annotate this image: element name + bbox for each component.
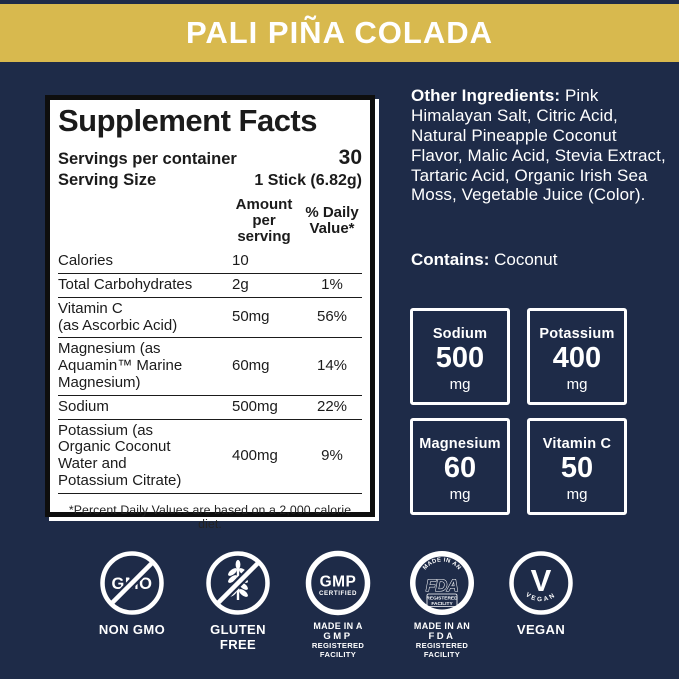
nutrient-box-value: 400: [552, 342, 602, 374]
nutrient-name: Sodium: [58, 397, 109, 415]
gmp-circle-text: GMP: [320, 574, 357, 591]
nutrient-box-unit: mg: [566, 375, 588, 393]
contains-text: Coconut: [489, 250, 558, 269]
nutrient-amount: 60mg: [232, 357, 270, 375]
badge-label: MADE IN AN FDA REGISTERED FACILITY: [413, 621, 471, 659]
nutrient-box-unit: mg: [449, 375, 471, 393]
certified-circle-text: CERTIFIED: [319, 590, 357, 597]
other-ingredients-text: Pink Himalayan Salt, Citric Acid, Natura…: [411, 86, 666, 205]
nutrient-box-unit: mg: [449, 485, 471, 503]
table-row-vitamin-c: Vitamin C (as Ascorbic Acid) 50mg 56%: [58, 298, 362, 339]
vegan-circle-v: V: [531, 563, 552, 598]
fda-circle-facility-text: FACILITY: [431, 601, 453, 607]
non-gmo-icon: GMO: [100, 551, 164, 615]
table-row-sodium: Sodium 500mg 22%: [58, 396, 362, 420]
servings-value: 30: [338, 145, 362, 169]
nutrient-name: Potassium (as Organic Coconut Water and …: [58, 421, 182, 489]
nutrient-dv: 56%: [316, 308, 348, 326]
dv-column-header: % Daily Value*: [305, 203, 359, 237]
facts-title: Supplement Facts: [58, 103, 318, 138]
serving-size-value: 1 Stick (6.82g): [254, 172, 362, 190]
nutrient-amount: 2g: [232, 276, 249, 294]
nutrient-box-potassium: Potassium 400 mg: [527, 308, 627, 405]
table-row-potassium: Potassium (as Organic Coconut Water and …: [58, 420, 362, 494]
badge-non-gmo: GMO NON GMO: [80, 549, 184, 638]
badge-label-line: MADE IN AN: [413, 621, 471, 631]
nutrient-callout-grid: Sodium 500 mg Potassium 400 mg Magnesium…: [410, 308, 627, 515]
gluten-free-wheat-icon: [206, 551, 270, 615]
servings-label: Servings per container: [58, 149, 237, 168]
nutrient-amount: 500mg: [232, 397, 278, 415]
contains-label: Contains:: [411, 250, 490, 269]
flavor-title: PALI PIÑA COLADA: [185, 15, 494, 50]
nutrient-amount: 400mg: [232, 446, 278, 464]
badge-gmp-certified: GMP CERTIFIED MADE IN A GMP REGISTERED F…: [286, 549, 390, 659]
daily-value-footnote: *Percent Daily Values are based on a 2,0…: [68, 502, 352, 531]
nutrient-box-value: 50: [560, 452, 594, 484]
nutrient-box-name: Potassium: [539, 326, 615, 342]
serving-size-label: Serving Size: [58, 171, 157, 190]
badge-label: VEGAN: [516, 622, 566, 637]
badge-label-line: REGISTERED FACILITY: [311, 641, 365, 659]
badge-label: GLUTEN FREE: [210, 622, 266, 652]
badge-label-line: GMP: [323, 630, 353, 642]
nutrient-box-name: Vitamin C: [542, 436, 612, 452]
svg-text:VEGAN: VEGAN: [524, 591, 558, 603]
nutrient-box-magnesium: Magnesium 60 mg: [410, 418, 510, 515]
nutrient-box-name: Magnesium: [419, 436, 501, 452]
nutrient-name: Calories: [58, 252, 114, 270]
badge-label-line: REGISTERED FACILITY: [415, 641, 469, 659]
nutrient-dv: 14%: [316, 357, 348, 375]
nutrient-box-name: Sodium: [432, 326, 488, 342]
supplement-facts-panel: Supplement Facts Servings per container …: [45, 95, 375, 531]
badge-fda-registered: MADE IN AN FDA REGISTERED FACILITY MADE …: [390, 549, 494, 659]
fda-registered-icon: MADE IN AN FDA REGISTERED FACILITY: [410, 551, 474, 615]
other-ingredients-label: Other Ingredients:: [411, 86, 561, 105]
fda-circle-mid-text: FDA: [426, 577, 458, 595]
nutrient-name: Total Carbohydrates: [58, 276, 193, 294]
nutrient-dv: 9%: [321, 446, 343, 464]
badge-gluten-free: GLUTEN FREE: [186, 549, 290, 652]
nutrient-box-value: 60: [443, 452, 477, 484]
badge-vegan: V VEGAN VEGAN: [489, 549, 593, 638]
nutrient-box-value: 500: [435, 342, 485, 374]
badge-label: NON GMO: [98, 622, 166, 637]
nutrient-dv: 22%: [316, 397, 348, 415]
table-row-calories: Calories 10: [58, 250, 362, 275]
vegan-circle-arc-text: VEGAN: [524, 591, 555, 603]
servings-per-container-row: Servings per container 30: [58, 145, 362, 171]
badge-label-line: MADE IN A: [313, 621, 363, 631]
flavor-banner: PALI PIÑA COLADA: [0, 4, 679, 62]
table-row-carbohydrates: Total Carbohydrates 2g 1%: [58, 274, 362, 298]
nutrient-dv: 1%: [321, 276, 343, 294]
nutrient-name: Vitamin C (as Ascorbic Acid): [58, 299, 178, 334]
nutrient-box-vitamin-c: Vitamin C 50 mg: [527, 418, 627, 515]
nutrient-name: Magnesium (as Aquamin™ Marine Magnesium): [58, 340, 183, 392]
nutrient-box-unit: mg: [566, 485, 588, 503]
facts-header-row: Amount per serving % Daily Value*: [58, 195, 362, 247]
nutrient-amount: 50mg: [232, 308, 270, 326]
badge-label-line: FDA: [428, 630, 456, 642]
serving-size-row: Serving Size 1 Stick (6.82g): [58, 170, 362, 191]
gmp-certified-icon: GMP CERTIFIED: [305, 550, 371, 616]
allergen-statement: Contains: Coconut: [411, 250, 671, 270]
vegan-icon: V VEGAN: [509, 551, 573, 615]
nutrient-box-sodium: Sodium 500 mg: [410, 308, 510, 405]
nutrient-amount: 10: [232, 252, 249, 270]
table-row-magnesium: Magnesium (as Aquamin™ Marine Magnesium)…: [58, 338, 362, 396]
fda-circle-registered-text: REGISTERED: [426, 595, 458, 601]
other-ingredients: Other Ingredients: Pink Himalayan Salt, …: [411, 86, 671, 205]
badge-label: MADE IN A GMP REGISTERED FACILITY: [311, 621, 365, 659]
amount-column-header: Amount per serving: [235, 195, 293, 246]
